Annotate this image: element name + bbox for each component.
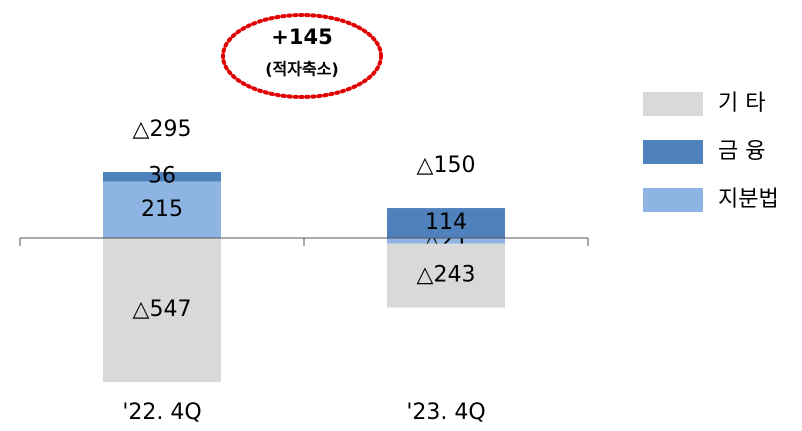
legend-label: 기 타 (718, 91, 765, 116)
total-label: △295 (133, 117, 192, 142)
bar-segment (387, 208, 505, 239)
bar-segment (103, 172, 221, 182)
bar-segment (387, 243, 505, 308)
annotation-value: +145 (271, 25, 332, 49)
data-label: 36 (148, 164, 176, 189)
legend-label: 지분법 (718, 187, 779, 212)
legend-swatch (643, 92, 703, 116)
bar-segment (103, 238, 221, 382)
legend-label: 금 융 (718, 139, 765, 164)
legend-swatch (643, 140, 703, 164)
bar-segment (387, 238, 505, 244)
x-tick-label: '23. 4Q (406, 400, 485, 425)
data-label: △243 (417, 263, 476, 288)
data-label: 215 (141, 197, 183, 222)
annotation-ellipse (221, 13, 383, 99)
data-label: △547 (133, 297, 192, 322)
bar-segment (103, 181, 221, 239)
annotation-note: (적자축소) (265, 60, 339, 79)
x-tick-label: '22. 4Q (122, 400, 201, 425)
data-label: 114 (425, 210, 467, 235)
legend-swatch (643, 188, 703, 212)
total-label: △150 (417, 153, 476, 178)
